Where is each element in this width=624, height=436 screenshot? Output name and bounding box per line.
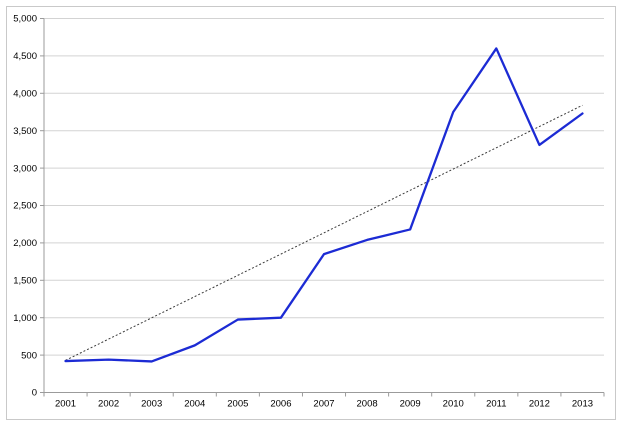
data-line — [64, 47, 584, 363]
axes — [43, 18, 604, 393]
x-tick-label: 2007 — [313, 399, 334, 410]
y-tick-label: 1,000 — [13, 313, 37, 324]
x-tick-label: 2003 — [141, 399, 162, 410]
axis-ticks — [40, 18, 44, 393]
y-axis-labels: 0 500 1,000 1,500 2,000 2,500 3,000 3,500 4,000 4… — [13, 14, 37, 399]
x-tick-label: 2005 — [227, 399, 248, 410]
y-tick-label: 3,000 — [13, 163, 37, 174]
x-tick-label: 2006 — [270, 399, 291, 410]
y-tick-label: 4,000 — [13, 89, 37, 100]
y-tick-label: 1,500 — [13, 276, 37, 287]
x-tick-label: 2002 — [98, 399, 119, 410]
y-tick-label: 0 — [32, 388, 37, 399]
x-tick-label: 2004 — [184, 399, 205, 410]
x-axis-labels: 2001 2002 2003 2004 2005 2006 2007 2008 2009 2010… — [55, 399, 593, 410]
x-tick-label: 2012 — [529, 399, 550, 410]
y-tick-label: 4,500 — [13, 51, 37, 62]
trend-line — [65, 104, 583, 361]
x-tick-label: 2013 — [572, 399, 593, 410]
y-tick-label: 5,000 — [13, 14, 37, 25]
chart-frame: 0 500 1,000 1,500 2,000 2,500 3,000 3,500 4,000 4… — [6, 6, 616, 420]
x-tick-label: 2011 — [486, 399, 506, 410]
y-tick-label: 2,500 — [13, 201, 37, 212]
y-tick-label: 3,500 — [13, 126, 37, 137]
y-tick-label: 2,000 — [13, 238, 37, 249]
y-tick-label: 500 — [21, 350, 37, 361]
x-tick-label: 2010 — [443, 399, 464, 410]
x-tick-label: 2008 — [357, 399, 378, 410]
x-tick-label: 2001 — [55, 399, 76, 410]
x-tick-label: 2009 — [400, 399, 421, 410]
gridlines — [44, 18, 604, 356]
line-chart: 0 500 1,000 1,500 2,000 2,500 3,000 3,500 4,000 4… — [13, 14, 605, 410]
x-axis-ticks — [43, 392, 605, 397]
